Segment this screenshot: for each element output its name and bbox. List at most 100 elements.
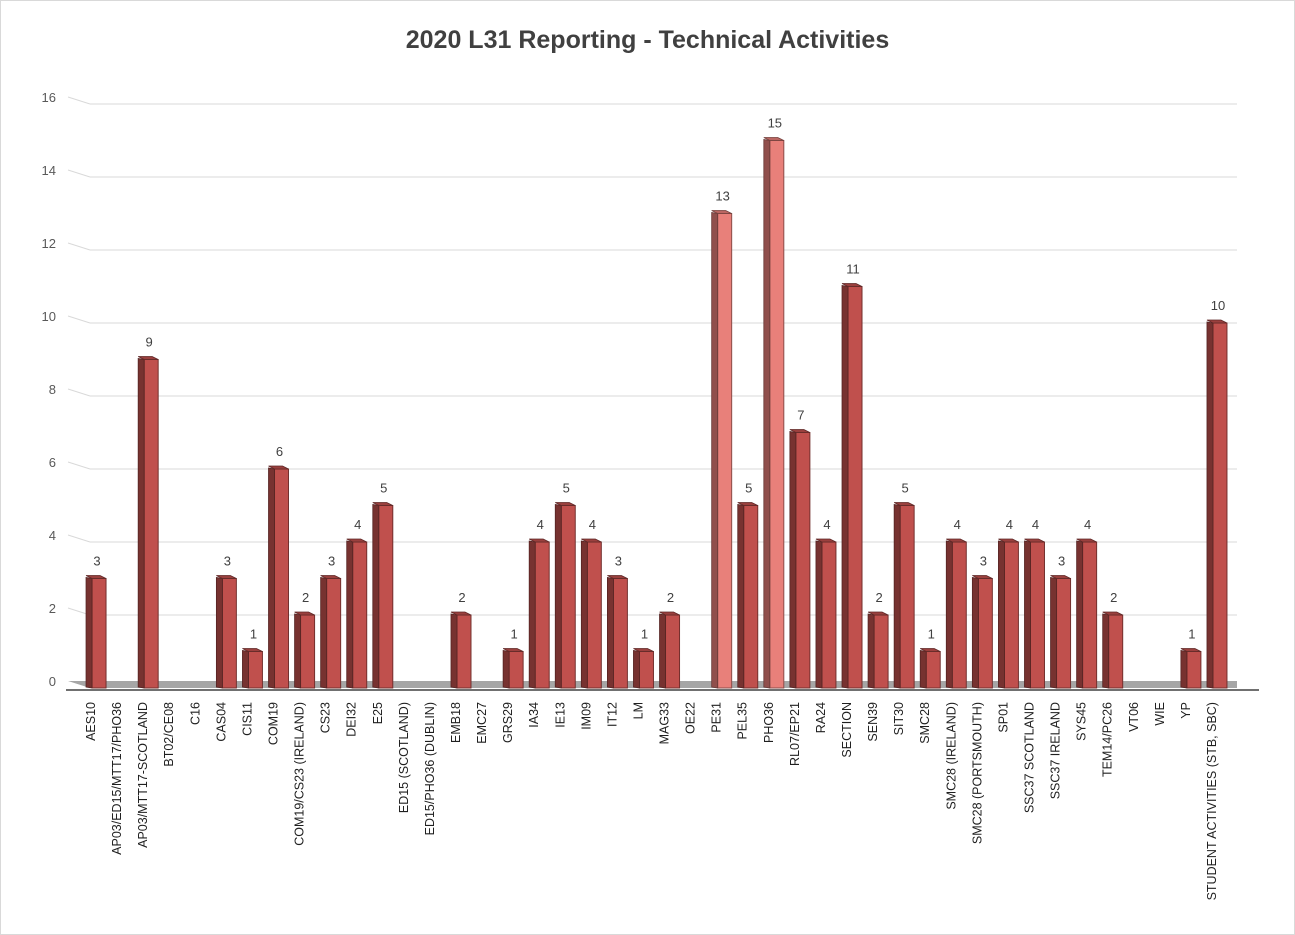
- data-label: 4: [589, 517, 596, 532]
- data-label: 1: [511, 627, 518, 642]
- y-tick-label: 10: [42, 309, 56, 324]
- bar-top: [972, 575, 993, 579]
- bar-top: [1076, 538, 1097, 543]
- bar-side: [137, 358, 145, 689]
- x-tick-label: SYS45: [1075, 702, 1089, 741]
- x-tick-label: BT02/CE08: [162, 702, 176, 767]
- bar-side: [85, 577, 93, 689]
- bar-top: [1102, 611, 1123, 616]
- bar: [1082, 541, 1098, 689]
- data-label: 2: [667, 590, 674, 605]
- x-tick-label: SSC37 IRELAND: [1049, 702, 1063, 799]
- bar-side: [242, 650, 249, 689]
- data-label: 1: [641, 627, 648, 642]
- data-label: 3: [615, 554, 622, 569]
- x-tick-label: AES10: [84, 702, 98, 741]
- bar-top: [893, 502, 915, 506]
- bar: [612, 578, 628, 689]
- bar-top: [346, 538, 367, 543]
- bar-side: [659, 613, 666, 689]
- bar-side: [1102, 613, 1110, 689]
- bar: [1108, 614, 1124, 689]
- x-tick-label: PHO36: [762, 702, 776, 743]
- bar-top: [737, 502, 758, 506]
- bar-side: [737, 504, 745, 689]
- bar-top: [789, 429, 811, 433]
- bar: [795, 432, 811, 689]
- data-label: 5: [745, 481, 752, 496]
- bar-top: [711, 210, 732, 214]
- bar: [951, 541, 967, 689]
- x-tick-label: PEL35: [736, 702, 750, 740]
- bar-side: [502, 650, 510, 689]
- bar: [1003, 541, 1019, 689]
- y-tick-label: 2: [49, 601, 56, 616]
- bar-top: [763, 137, 784, 141]
- x-tick-label: COM19: [267, 702, 281, 745]
- bar: [821, 541, 837, 689]
- bar-side: [893, 504, 901, 689]
- data-label: 5: [563, 481, 570, 496]
- x-tick-label: SP01: [996, 702, 1010, 733]
- data-label: 10: [1211, 298, 1225, 313]
- bar-side: [633, 650, 640, 689]
- data-label: 4: [1084, 517, 1091, 532]
- data-label: 4: [354, 517, 361, 532]
- x-tick-label: STUDENT ACTIVITIES (STB, SBC): [1205, 702, 1219, 900]
- bar-side: [268, 467, 275, 689]
- data-label: 3: [1058, 554, 1065, 569]
- bar: [326, 578, 342, 689]
- bar: [1056, 578, 1072, 689]
- data-label: 9: [146, 335, 153, 350]
- x-tick-label: CAS04: [214, 702, 228, 742]
- x-tick-label: AP03/ED15/MTT17/PHO36: [110, 702, 124, 855]
- bar: [534, 541, 550, 689]
- bar-top: [529, 538, 550, 543]
- x-tick-label: CS23: [319, 702, 333, 733]
- bar-side: [320, 577, 328, 689]
- bar-side: [998, 540, 1005, 689]
- bar: [665, 614, 681, 689]
- data-label: 4: [1032, 517, 1039, 532]
- bar: [560, 505, 576, 689]
- bar-side: [945, 540, 953, 689]
- bar: [91, 578, 107, 689]
- x-tick-label: SECTION: [840, 702, 854, 758]
- bar: [1029, 541, 1045, 689]
- x-tick-label: DEI32: [345, 702, 359, 737]
- bar-side: [815, 540, 823, 689]
- bar-top: [294, 611, 315, 616]
- x-tick-label: WIE: [1153, 702, 1167, 726]
- bar: [873, 614, 889, 689]
- data-label: 7: [797, 408, 804, 423]
- x-tick-label: C16: [188, 702, 202, 725]
- bar: [717, 213, 733, 689]
- x-tick-label: IT12: [605, 702, 619, 727]
- bar-top: [320, 575, 341, 579]
- bar: [247, 651, 263, 689]
- x-tick-label: TEM14/PC26: [1101, 702, 1115, 777]
- x-tick-label: CIS11: [240, 702, 254, 736]
- x-tick-label: SIT30: [892, 702, 906, 735]
- gridline-side: [67, 169, 91, 178]
- bar: [925, 651, 941, 689]
- bar-side: [789, 431, 797, 689]
- y-tick-label: 8: [49, 382, 56, 397]
- x-tick-label: ED15/PHO36 (DUBLIN): [423, 702, 437, 835]
- x-tick-label: COM19/CS23 (IRELAND): [293, 702, 307, 846]
- gridline-side: [67, 534, 91, 543]
- data-label: 11: [846, 262, 860, 277]
- x-tick-label: GRS29: [501, 702, 515, 743]
- bar-top: [659, 611, 680, 616]
- data-label: 15: [768, 116, 782, 131]
- bar-top: [841, 283, 863, 287]
- data-label: 4: [537, 517, 544, 532]
- data-label: 3: [224, 554, 231, 569]
- bar: [378, 505, 394, 689]
- x-tick-label: SMC28 (IRELAND): [944, 702, 958, 810]
- x-tick-label: IE13: [553, 702, 567, 728]
- x-tick-label: YP: [1179, 702, 1193, 719]
- bar-side: [528, 540, 536, 689]
- bar-top: [998, 538, 1019, 543]
- bar-side: [971, 577, 979, 689]
